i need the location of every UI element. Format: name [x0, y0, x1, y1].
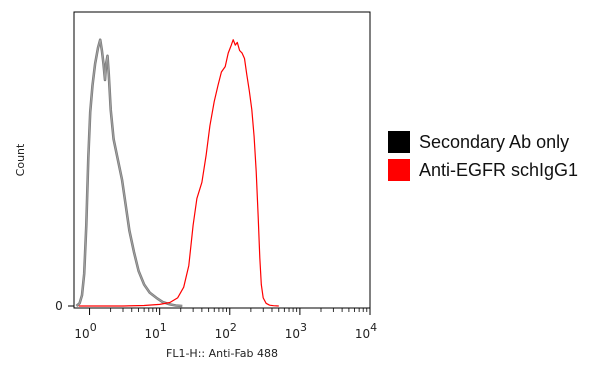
legend-swatch-secondary	[388, 131, 410, 153]
legend-label-secondary: Secondary Ab only	[419, 131, 570, 152]
tick-layer: 100 101 102 103 104 0	[55, 299, 377, 341]
legend-item-secondary: Secondary Ab only	[388, 131, 578, 153]
series-line-anti-egfr	[78, 39, 279, 307]
x-tick-label: 104	[355, 321, 377, 341]
series-line-secondary-outer	[75, 38, 183, 308]
series-layer	[75, 38, 279, 308]
x-axis-label: FL1-H:: Anti-Fab 488	[166, 347, 278, 360]
plot-frame	[73, 11, 371, 309]
legend-label-anti-egfr: Anti-EGFR schIgG1	[419, 159, 579, 180]
series-line-secondary-inner	[76, 39, 183, 307]
legend-item-anti-egfr: Anti-EGFR schIgG1	[388, 159, 578, 181]
x-tick-label: 102	[215, 321, 237, 341]
y-axis-label: Count	[14, 143, 27, 176]
x-tick-label: 103	[285, 321, 307, 341]
x-tick-label: 100	[74, 321, 96, 341]
legend: Secondary Ab only Anti-EGFR schIgG1	[388, 131, 578, 187]
legend-swatch-anti-egfr	[388, 159, 410, 181]
x-tick-label: 101	[145, 321, 167, 341]
y-tick-label: 0	[55, 299, 63, 313]
